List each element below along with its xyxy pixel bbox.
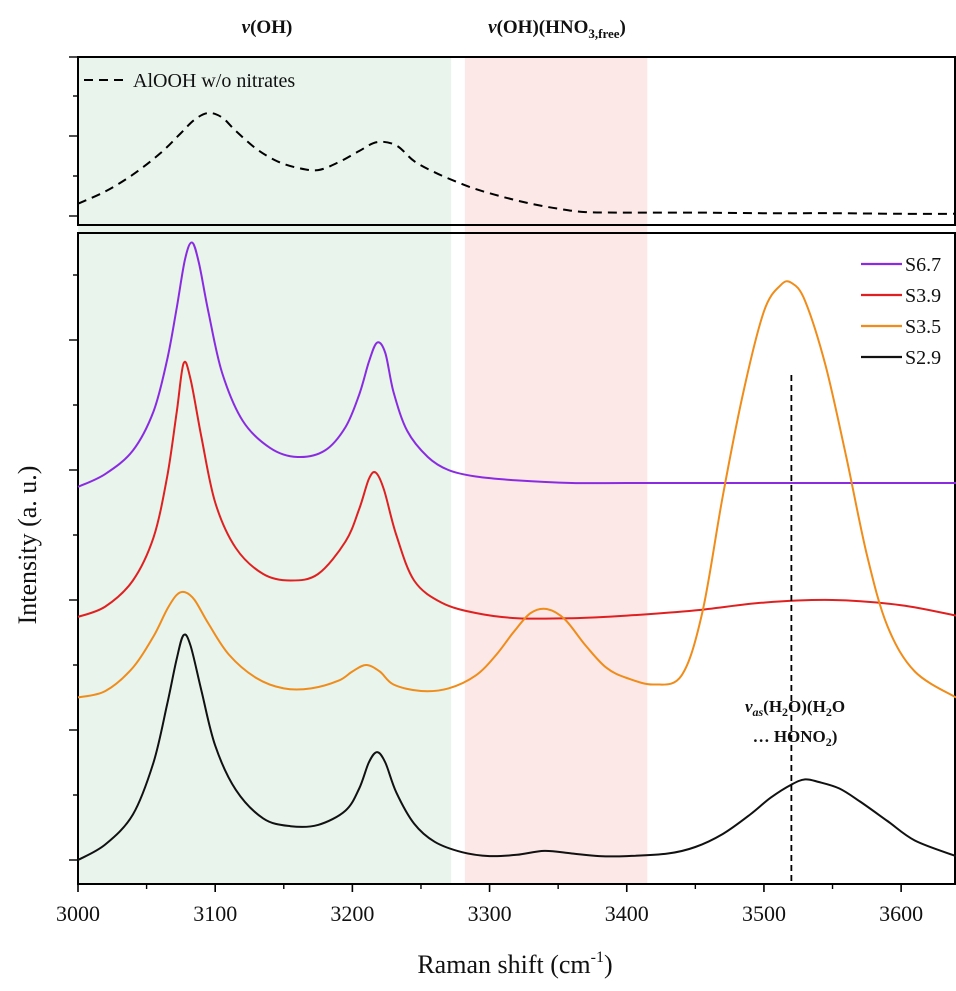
top-legend: AlOOH w/o nitrates (84, 70, 295, 92)
region-free-hno3-band (464, 57, 648, 884)
band-title-oh: v(OH) (242, 17, 293, 38)
main-panel-frame (77, 232, 956, 885)
legend-label-s3-9: S3.9 (905, 285, 941, 307)
series-line-s3-9 (77, 360, 956, 620)
axis-ticks: 3000 3100 3200 3300 3400 3500 3600 (56, 56, 923, 926)
main-panel-series (77, 241, 956, 861)
legend-label-alooh: AlOOH w/o nitrates (133, 70, 295, 92)
band-title-free-hno3: v(OH)(HNO3,free) (488, 17, 626, 41)
top-panel-frame (77, 56, 956, 226)
legend-label-s2-9: S2.9 (905, 347, 941, 369)
y-axis-title: Intensity (a. u.) (13, 466, 42, 625)
series-line-s3-5 (77, 280, 956, 699)
x-tick-label: 3400 (605, 901, 649, 926)
main-legend: S6.7 S3.9 S3.5 S2.9 (861, 254, 941, 369)
region-oh-band (78, 57, 452, 884)
x-tick-label: 3500 (742, 901, 786, 926)
annotation-vas-line2: … HONO2) (753, 727, 838, 749)
x-tick-label: 3000 (56, 901, 100, 926)
x-tick-label: 3300 (468, 901, 512, 926)
series-line-s6-7 (77, 241, 956, 488)
series-line-s2-9 (77, 633, 956, 861)
legend-label-s6-7: S6.7 (905, 254, 941, 276)
x-tick-label: 3100 (193, 901, 237, 926)
x-tick-label: 3200 (330, 901, 374, 926)
x-tick-label: 3600 (879, 901, 923, 926)
legend-label-s3-5: S3.5 (905, 316, 941, 338)
top-panel-series (77, 111, 956, 215)
series-line-alooh (77, 111, 956, 215)
annotation-vas-line1: vas(H2O)(H2O (745, 697, 845, 719)
x-axis-title: Raman shift (cm-1) (417, 949, 612, 979)
